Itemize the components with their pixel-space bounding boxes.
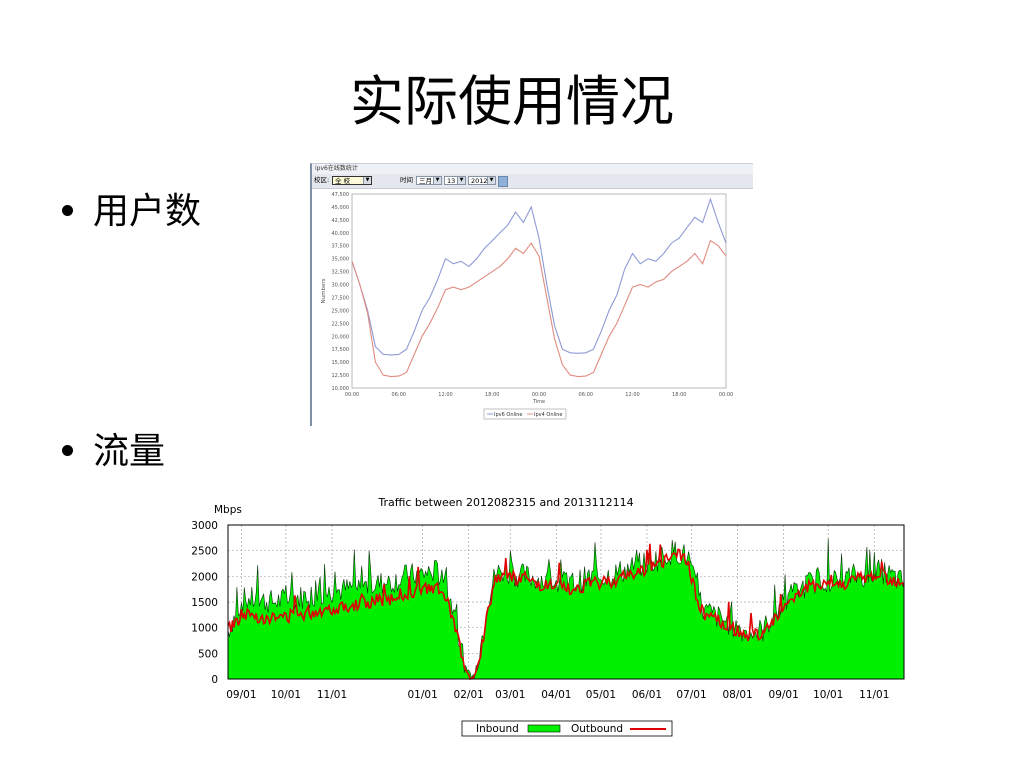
- y-tick-label: 2500: [191, 546, 218, 558]
- legend-inbound-swatch: [527, 724, 561, 733]
- ipv6-series-line: [351, 197, 727, 356]
- x-tick-label: 09/01: [226, 689, 256, 701]
- bullet-dot: [62, 204, 73, 216]
- x-tick-label: 18:00: [672, 392, 686, 398]
- y-tick-label: 20,000: [332, 334, 350, 340]
- x-tick-label: 02/01: [454, 689, 484, 701]
- x-tick-label: 08/01: [722, 689, 752, 701]
- bullet-text: 用户数: [93, 191, 202, 232]
- legend-box: [483, 408, 567, 420]
- y-tick-label: 37,500: [332, 244, 350, 250]
- x-tick-label: 10/01: [813, 689, 843, 701]
- x-tick-label: 06/01: [632, 689, 662, 701]
- y-tick-label: 27,500: [332, 295, 350, 301]
- online-stats-panel: ipv6在线数统计 校区: 全 校 ▼ 时间 三月 ▼ 13 ▼ 2012 ▼ 10,0…: [310, 163, 753, 426]
- y-tick-label: 30,000: [332, 283, 350, 289]
- x-tick-label: 03/01: [495, 689, 525, 701]
- y-tick-label: 42,500: [332, 218, 350, 224]
- y-tick-label: 500: [198, 648, 218, 660]
- x-tick-label: 06:00: [579, 392, 593, 398]
- region-value: 全 校: [335, 177, 351, 185]
- y-tick-label: 12,500: [332, 373, 350, 379]
- y-tick-label: 47,500: [332, 192, 350, 198]
- y-tick-label: 35,000: [332, 257, 350, 263]
- y-axis-label: Mbps: [214, 504, 242, 516]
- inbound-area: [228, 538, 904, 679]
- x-tick-label: 12:00: [625, 392, 639, 398]
- month-select[interactable]: 三月 ▼: [416, 176, 442, 185]
- region-select[interactable]: 全 校 ▼: [332, 176, 372, 185]
- y-tick-label: 45,000: [332, 205, 350, 211]
- outbound-line: [227, 543, 905, 681]
- x-tick-label: 18:00: [485, 392, 499, 398]
- x-tick-label: 12:00: [438, 392, 452, 398]
- legend-ipv6-label: Ipv6 Online: [494, 412, 523, 418]
- panel-title: ipv6在线数统计: [312, 164, 753, 174]
- y-tick-label: 1500: [191, 597, 218, 609]
- plot-border: [227, 524, 905, 680]
- chevron-down-icon: ▼: [363, 177, 371, 184]
- y-tick-label: 10,000: [332, 386, 350, 392]
- x-tick-label: 04/01: [541, 689, 571, 701]
- day-select[interactable]: 13 ▼: [444, 176, 466, 185]
- chevron-down-icon: ▼: [457, 177, 465, 184]
- x-tick-label: 09/01: [769, 689, 799, 701]
- year-value: 2012: [471, 177, 488, 185]
- month-value: 三月: [419, 177, 432, 185]
- y-tick-label: 1000: [191, 623, 218, 635]
- bullet-user-count: 用户数: [62, 190, 201, 234]
- x-tick-label: 00:00: [719, 392, 733, 398]
- bullet-dot: [62, 444, 73, 456]
- y-tick-label: 17,500: [332, 347, 350, 353]
- legend-inbound-label: Inbound: [476, 723, 519, 735]
- legend-ipv4-label: Ipv4 Online: [534, 412, 563, 418]
- bullet-traffic: 流量: [62, 430, 165, 474]
- inbound-outline: [227, 538, 905, 680]
- legend-outbound-label: Outbound: [571, 723, 623, 735]
- x-tick-label: 11/01: [317, 689, 347, 701]
- online-users-chart: 10,000 12,500 15,000 17,500 20,000 22,500 25,0…: [321, 192, 733, 420]
- panel-toolbar: 校区: 全 校 ▼ 时间 三月 ▼ 13 ▼ 2012 ▼: [312, 174, 753, 189]
- y-tick-label: 0: [211, 674, 218, 686]
- chart-title: Traffic between 2012082315 and 201311211…: [377, 496, 633, 509]
- calendar-icon[interactable]: [498, 176, 508, 187]
- year-select[interactable]: 2012 ▼: [468, 176, 496, 185]
- y-tick-label: 22,500: [332, 321, 350, 327]
- time-label: 时间: [400, 176, 413, 184]
- x-tick-label: 07/01: [676, 689, 706, 701]
- y-tick-label: 40,000: [332, 231, 350, 237]
- ipv4-series-line: [351, 239, 727, 378]
- x-axis-label: Time: [532, 399, 545, 405]
- x-tick-label: 00:00: [345, 392, 359, 398]
- bullet-text: 流量: [93, 431, 166, 472]
- x-tick-label: 00:00: [532, 392, 546, 398]
- x-tick-label: 10/01: [271, 689, 301, 701]
- plot-area: [351, 193, 727, 389]
- slide-title: 实际使用情况: [350, 70, 674, 133]
- x-tick-label: 01/01: [407, 689, 437, 701]
- x-tick-label: 06:00: [392, 392, 406, 398]
- region-label: 校区:: [314, 176, 330, 184]
- legend-box: [461, 720, 673, 737]
- y-tick-label: 2000: [191, 571, 218, 583]
- day-value: 13: [447, 177, 456, 185]
- chevron-down-icon: ▼: [487, 177, 495, 184]
- y-tick-label: 15,000: [332, 360, 350, 366]
- x-tick-label: 05/01: [586, 689, 616, 701]
- y-tick-label: 32,500: [332, 270, 350, 276]
- y-axis-label: Numbers: [321, 278, 327, 303]
- y-tick-label: 3000: [191, 520, 218, 532]
- traffic-chart: Traffic between 2012082315 and 201311211…: [191, 496, 905, 737]
- y-tick-label: 25,000: [332, 308, 350, 314]
- chevron-down-icon: ▼: [433, 177, 441, 184]
- x-tick-label: 11/01: [859, 689, 889, 701]
